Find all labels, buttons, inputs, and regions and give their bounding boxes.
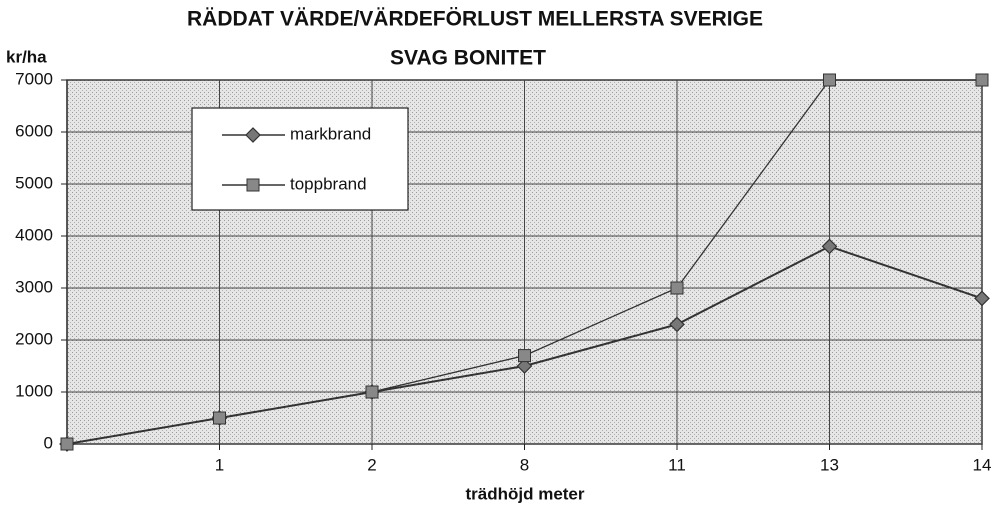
x-tick-label: 2	[367, 455, 376, 474]
y-tick-label: 1000	[15, 381, 53, 400]
marker-square	[518, 349, 531, 363]
y-tick-label: 6000	[15, 121, 53, 140]
marker-diamond	[516, 358, 533, 374]
marker-diamond	[245, 127, 261, 143]
y-tick-label: 5000	[15, 173, 53, 192]
marker-square	[975, 73, 989, 87]
x-tick-label: 8	[520, 455, 529, 474]
y-tick-label: 3000	[15, 277, 53, 296]
y-axis-label: kr/ha	[6, 47, 47, 66]
legend-label: markbrand	[290, 124, 371, 143]
marker-square	[670, 281, 684, 295]
chart-subtitle: SVAG BONITET	[390, 47, 546, 70]
x-axis-label: trädhöjd meter	[465, 484, 584, 503]
marker-square	[365, 385, 379, 399]
chart-title: RÄDDAT VÄRDE/VÄRDEFÖRLUST MELLERSTA SVER…	[187, 8, 763, 31]
x-tick-label: 1	[215, 455, 224, 474]
marker-square	[213, 411, 226, 425]
x-tick-label: 11	[668, 455, 686, 474]
y-tick-label: 4000	[15, 225, 53, 244]
legend-label: toppbrand	[290, 174, 367, 193]
marker-diamond	[974, 290, 990, 307]
legend	[191, 107, 409, 211]
x-tick-label: 13	[820, 455, 839, 474]
marker-square	[823, 73, 836, 87]
marker-diamond	[669, 316, 685, 333]
y-tick-label: 2000	[15, 329, 53, 348]
x-tick-label: 14	[973, 455, 992, 474]
y-tick-label: 0	[44, 433, 53, 452]
y-tick-label: 7000	[15, 69, 53, 88]
legend-entries: markbrand toppbrand	[222, 124, 371, 193]
marker-square	[246, 178, 260, 192]
marker-diamond	[821, 238, 838, 255]
marker-square	[60, 437, 74, 451]
lines	[59, 73, 990, 452]
